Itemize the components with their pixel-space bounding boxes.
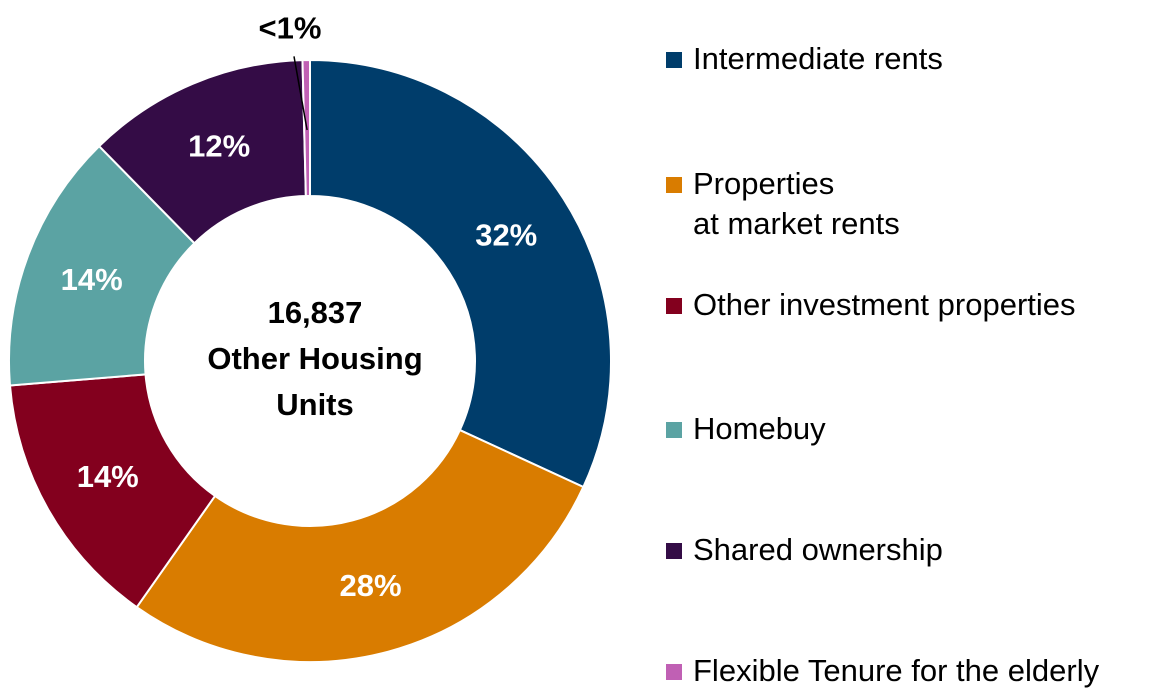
center-label: Other Housing — [207, 341, 422, 376]
legend-label: Shared ownership — [693, 532, 943, 567]
slice — [8, 144, 196, 387]
legend-label: Homebuy — [693, 411, 826, 446]
legend-swatch — [666, 422, 682, 438]
data-label: 32% — [475, 218, 537, 253]
legend-swatch — [666, 177, 682, 193]
legend-swatch — [666, 543, 682, 559]
data-label: 28% — [340, 568, 402, 603]
legend-label: Flexible Tenure for the elderly — [693, 653, 1100, 688]
leader-line — [293, 56, 308, 131]
legend-label: Properties at market rents — [693, 166, 900, 241]
legend-swatch — [666, 298, 682, 314]
slice — [8, 373, 217, 609]
legend-label: Intermediate rents — [693, 41, 943, 76]
slice — [135, 428, 585, 663]
center-label: 16,837 — [268, 295, 363, 330]
legend-label: Other investment properties — [693, 287, 1076, 322]
data-label: <1% — [259, 11, 322, 46]
data-label: 12% — [188, 129, 250, 164]
data-label: 14% — [77, 459, 139, 494]
legend-swatch — [666, 664, 682, 680]
center-label: Units — [276, 387, 354, 422]
slice — [309, 58, 612, 489]
legend-swatch — [666, 52, 682, 68]
data-label: 14% — [61, 262, 123, 297]
